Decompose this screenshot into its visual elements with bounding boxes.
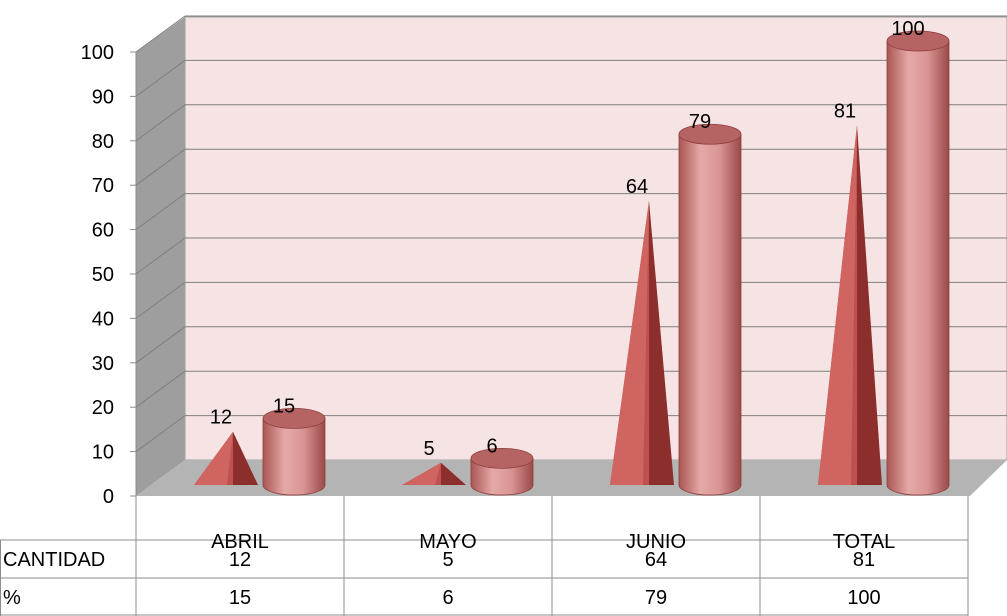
- pyramid-mark-highlight: [610, 200, 649, 485]
- y-tick-label: 0: [103, 486, 114, 508]
- data-label-cantidad: 12: [210, 407, 232, 429]
- category-label: ABRIL: [211, 531, 269, 553]
- series-marks: [194, 30, 950, 496]
- cylinder-mark: [262, 418, 326, 496]
- data-label-percent: 79: [689, 111, 711, 133]
- y-tick-label: 50: [92, 264, 114, 286]
- data-label-cantidad: 81: [834, 100, 856, 122]
- y-tick-label: 60: [92, 220, 114, 242]
- y-axis-ticks: 0 10 20 30 40 50 60 70 80 90 100: [81, 42, 137, 508]
- gridline-depth: [135, 15, 186, 53]
- cylinder-mark-top: [262, 407, 326, 429]
- pyramid-mark-highlight: [402, 462, 441, 485]
- gridline-depth: [135, 59, 186, 97]
- cylinder-mark-top: [886, 30, 950, 52]
- pyramid-mark-side: [233, 431, 258, 485]
- table-cell: 15: [229, 587, 251, 609]
- cylinder-mark: [678, 133, 742, 496]
- category-label: TOTAL: [833, 531, 896, 553]
- gridline-depth: [135, 281, 186, 319]
- data-label-percent: 6: [486, 435, 497, 457]
- y-tick-label: 30: [92, 353, 114, 375]
- cylinder-mark-top: [470, 447, 534, 469]
- pyramid-mark-side: [857, 125, 882, 486]
- table-grid: [0, 496, 969, 616]
- y-tick-label: 90: [92, 86, 114, 108]
- pyramid-mark-side: [441, 462, 466, 485]
- table-row-header: %: [3, 587, 21, 609]
- y-tick-label: 40: [92, 308, 114, 330]
- floor: [136, 460, 1007, 496]
- data-labels: 12 15 5 6 64 79 81 100: [210, 18, 925, 460]
- data-label-percent: 15: [273, 395, 295, 417]
- gridline-depth: [135, 104, 186, 142]
- table-cell: 79: [645, 587, 667, 609]
- table-cell: 100: [847, 587, 880, 609]
- gridline-depth: [135, 148, 186, 186]
- gridline-depth: [135, 415, 186, 453]
- data-table: ABRIL MAYO JUNIO TOTAL CANTIDAD 12 5 64 81% 15 6 79…: [0, 496, 969, 616]
- cylinder-mark: [886, 40, 950, 496]
- category-label: JUNIO: [626, 531, 686, 553]
- cylinder-mark-top: [678, 123, 742, 145]
- table-row-header: CANTIDAD: [3, 549, 105, 571]
- table-cell: 81: [853, 549, 875, 571]
- cylinder-mark: [470, 457, 534, 496]
- category-label: MAYO: [419, 531, 476, 553]
- table-cell: 12: [229, 549, 251, 571]
- data-label-percent: 100: [891, 18, 924, 40]
- data-label-cantidad: 5: [423, 438, 434, 460]
- pyramid-mark-highlight: [194, 431, 233, 485]
- gridline-depth: [135, 370, 186, 408]
- data-label-cantidad: 64: [626, 176, 648, 198]
- table-cell: 5: [442, 549, 453, 571]
- y-tick-label: 10: [92, 442, 114, 464]
- y-tick-label: 20: [92, 397, 114, 419]
- pyramid-mark-highlight: [818, 125, 857, 486]
- y-tick-label: 100: [81, 42, 114, 64]
- pyramid-mark-side: [649, 200, 674, 485]
- gridline-depth: [135, 193, 186, 231]
- gridline-depth: [135, 326, 186, 364]
- y-tick-label: 70: [92, 175, 114, 197]
- y-tick-label: 80: [92, 131, 114, 153]
- gridline-depth: [135, 237, 186, 275]
- table-cell: 6: [442, 587, 453, 609]
- table-cell: 64: [645, 549, 667, 571]
